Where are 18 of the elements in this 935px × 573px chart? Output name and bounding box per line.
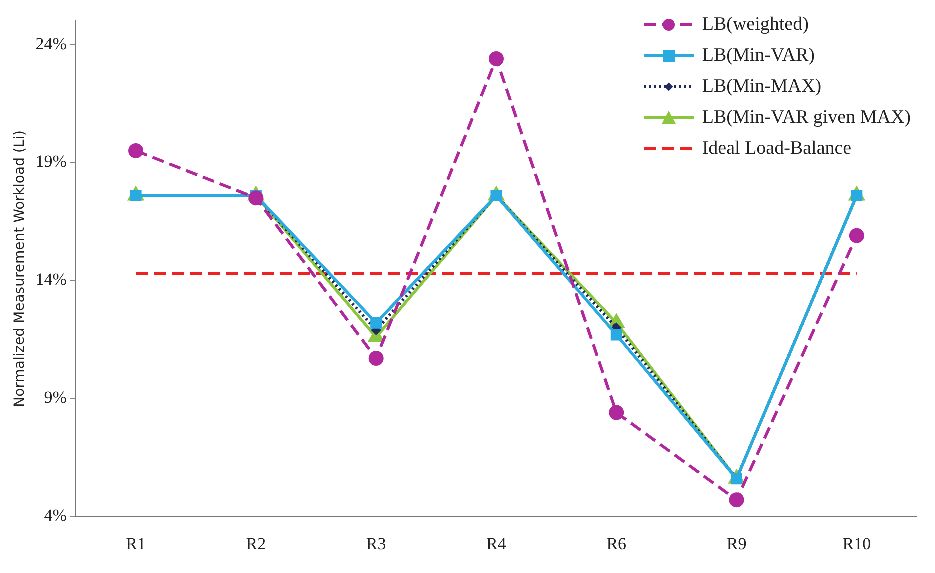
legend-label: Ideal Load-Balance: [702, 138, 852, 160]
x-tick-label: R6: [606, 534, 627, 554]
x-tick-label: R9: [726, 534, 747, 554]
y-axis-title: Normalized Measurement Workload (Li): [12, 130, 28, 408]
legend-label: LB(Min-MAX): [702, 76, 822, 98]
x-tick-label: R3: [366, 534, 386, 554]
y-tick-label: 14%: [36, 270, 67, 290]
y-tick-label: 9%: [44, 388, 67, 408]
x-tick-label: R4: [486, 534, 507, 554]
y-tick-label: 24%: [36, 34, 67, 54]
x-tick-label: R10: [842, 534, 872, 554]
x-tick-label: R1: [126, 534, 146, 554]
y-tick-label: 4%: [44, 506, 67, 526]
y-tick-label: 19%: [36, 152, 67, 172]
legend-label: LB(Min-VAR): [702, 45, 815, 67]
legend-label: LB(weighted): [702, 14, 809, 36]
legend-label: LB(Min-VAR given MAX): [702, 107, 911, 129]
x-tick-label: R2: [246, 534, 266, 554]
